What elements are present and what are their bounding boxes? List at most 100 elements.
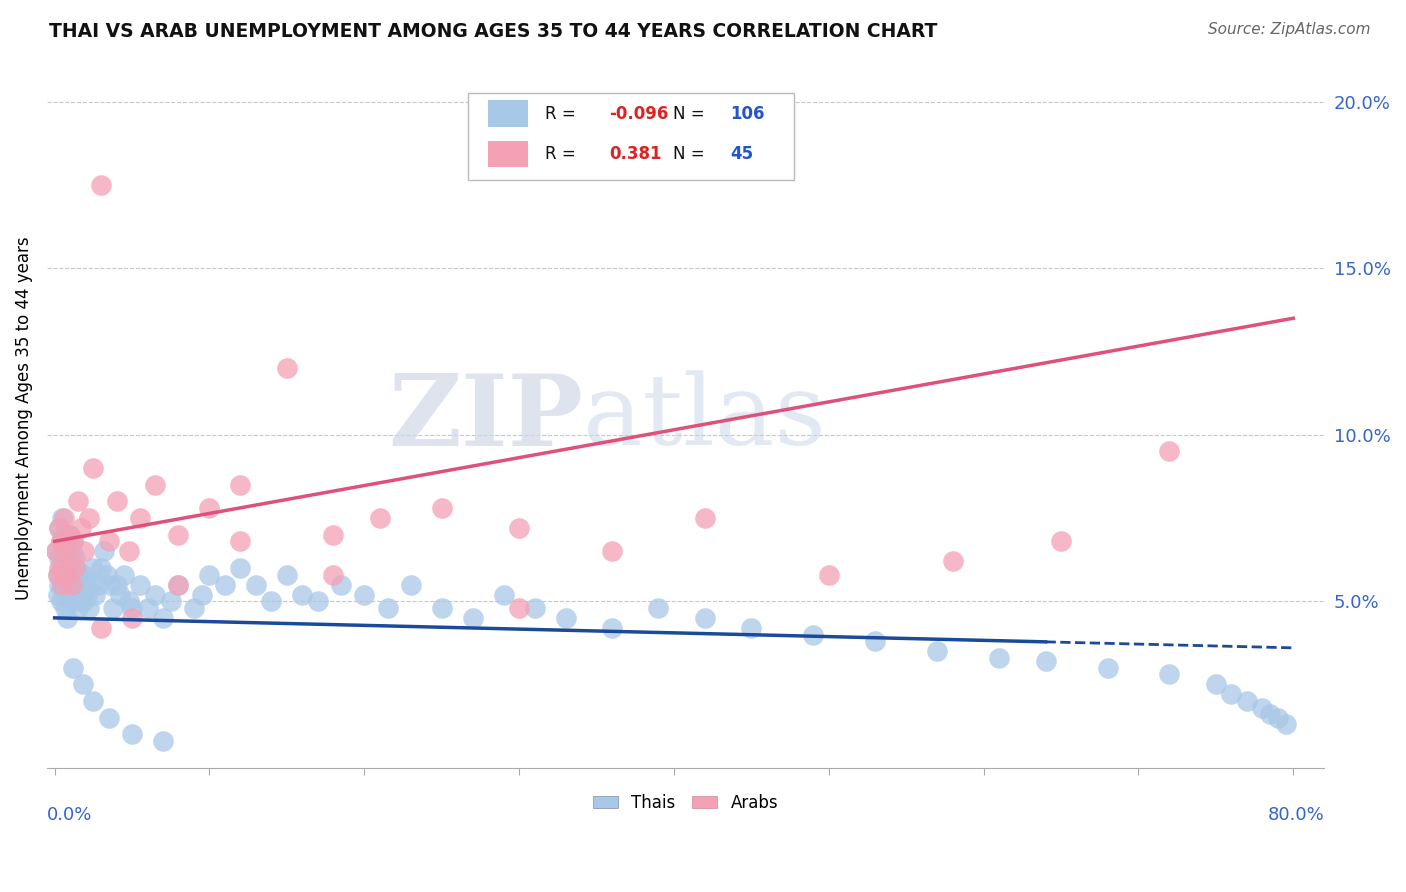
Point: [51, 577, 73, 591]
Point: [214, 577, 236, 591]
Point: [523, 600, 546, 615]
Point: [159, 594, 181, 608]
Point: [291, 588, 314, 602]
Point: [198, 567, 221, 582]
Point: [52, 588, 75, 602]
Point: [77, 511, 100, 525]
Point: [322, 527, 344, 541]
Point: [60, 544, 83, 558]
Point: [66, 494, 89, 508]
Point: [49, 534, 72, 549]
Point: [229, 477, 252, 491]
Point: [353, 588, 375, 602]
Legend: Thais, Arabs: Thais, Arabs: [586, 788, 785, 819]
Point: [52, 527, 75, 541]
Text: R =: R =: [546, 145, 581, 163]
Text: ZIP: ZIP: [388, 369, 583, 467]
Point: [128, 577, 150, 591]
Point: [72, 677, 94, 691]
Point: [322, 567, 344, 582]
Text: 45: 45: [730, 145, 754, 163]
Point: [103, 600, 125, 615]
Point: [93, 544, 115, 558]
Text: N =: N =: [673, 145, 710, 163]
Point: [79, 577, 101, 591]
Point: [55, 567, 77, 582]
Point: [693, 511, 716, 525]
Point: [45, 544, 67, 558]
Point: [46, 567, 69, 582]
Point: [90, 621, 112, 635]
Point: [554, 611, 576, 625]
Point: [63, 551, 86, 566]
Point: [96, 567, 118, 582]
Point: [62, 661, 84, 675]
Point: [1251, 700, 1274, 714]
Point: [121, 611, 143, 625]
Text: N =: N =: [673, 104, 710, 122]
Point: [55, 544, 77, 558]
Point: [48, 521, 70, 535]
FancyBboxPatch shape: [488, 141, 529, 167]
Point: [51, 511, 73, 525]
Text: 0.0%: 0.0%: [46, 806, 93, 824]
Point: [1035, 654, 1057, 668]
Text: Source: ZipAtlas.com: Source: ZipAtlas.com: [1208, 22, 1371, 37]
Point: [97, 711, 120, 725]
Point: [377, 600, 399, 615]
Point: [600, 621, 623, 635]
Point: [942, 554, 965, 568]
Point: [260, 594, 283, 608]
Point: [97, 534, 120, 549]
Point: [167, 577, 190, 591]
Point: [48, 561, 70, 575]
Point: [167, 577, 190, 591]
Point: [988, 650, 1011, 665]
Point: [58, 551, 80, 566]
Point: [51, 577, 73, 591]
Point: [801, 627, 824, 641]
Point: [128, 511, 150, 525]
Point: [508, 600, 530, 615]
Point: [121, 600, 143, 615]
Point: [77, 600, 100, 615]
Point: [63, 588, 86, 602]
Point: [1274, 717, 1296, 731]
Point: [105, 577, 128, 591]
Text: THAI VS ARAB UNEMPLOYMENT AMONG AGES 35 TO 44 YEARS CORRELATION CHART: THAI VS ARAB UNEMPLOYMENT AMONG AGES 35 …: [49, 22, 938, 41]
Point: [136, 600, 159, 615]
Point: [56, 567, 79, 582]
Point: [82, 561, 104, 575]
Point: [430, 600, 453, 615]
Point: [1236, 694, 1258, 708]
Point: [52, 511, 75, 525]
Point: [693, 611, 716, 625]
Point: [66, 567, 89, 582]
Point: [60, 577, 83, 591]
Point: [90, 561, 112, 575]
Point: [67, 577, 90, 591]
Point: [63, 561, 86, 575]
Point: [82, 461, 104, 475]
Point: [1220, 688, 1243, 702]
Point: [90, 178, 112, 192]
Point: [112, 567, 135, 582]
Point: [49, 594, 72, 608]
Point: [152, 734, 174, 748]
Point: [740, 621, 762, 635]
Point: [60, 577, 83, 591]
Point: [48, 521, 70, 535]
Point: [508, 521, 530, 535]
Point: [1050, 534, 1073, 549]
Text: 106: 106: [730, 104, 765, 122]
Point: [70, 521, 93, 535]
Point: [183, 600, 205, 615]
Point: [1159, 444, 1181, 458]
Text: 80.0%: 80.0%: [1268, 806, 1324, 824]
Point: [143, 588, 166, 602]
Point: [83, 588, 105, 602]
Point: [59, 594, 82, 608]
Point: [46, 588, 69, 602]
Point: [59, 527, 82, 541]
Point: [276, 361, 298, 376]
